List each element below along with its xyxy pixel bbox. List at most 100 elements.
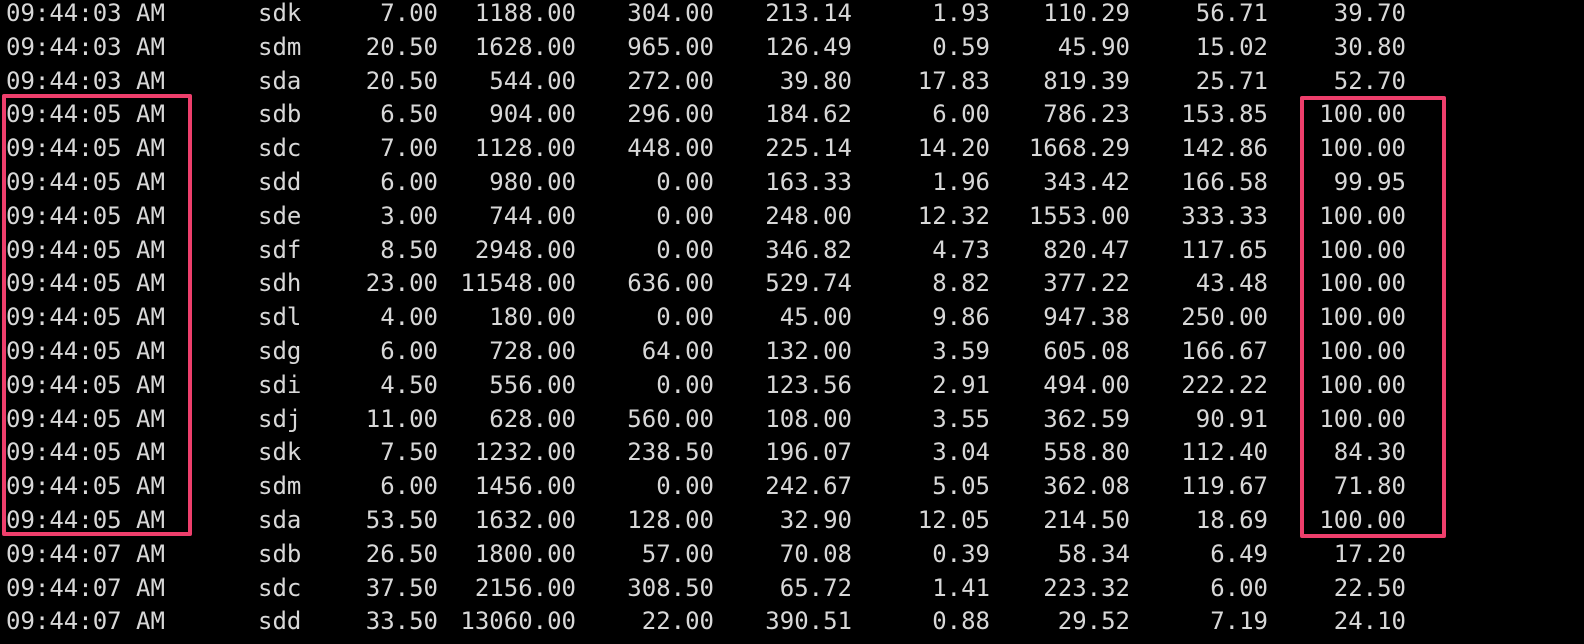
timestamp-cell: 09:44:05 AM (6, 303, 165, 332)
value-cell: 29.52 (1057, 607, 1130, 636)
device-cell: sdm (258, 472, 302, 501)
device-cell: sde (258, 201, 302, 230)
device-cell: sdc (258, 573, 302, 602)
value-cell: 57.00 (641, 539, 714, 568)
value-cell: 56.71 (1195, 0, 1268, 27)
value-cell: 558.80 (1043, 438, 1130, 467)
value-cell: 6.00 (380, 472, 438, 501)
value-cell: 6.00 (380, 337, 438, 365)
timestamp-cell: 09:44:05 AM (6, 370, 165, 399)
device-cell: sdf (258, 235, 302, 264)
highlight-box-util-column (1300, 96, 1446, 538)
device-cell: sdk (258, 438, 302, 467)
value-cell: 100.00 (1319, 100, 1406, 129)
timestamp-cell: 09:44:05 AM (6, 438, 165, 467)
value-cell: 153.85 (1181, 100, 1268, 129)
table-row: 09:44:05 AM sdi 4.50 556.00 0.00 123.56 2.91 49… (0, 368, 1584, 402)
value-cell: 1632.00 (474, 506, 576, 534)
value-cell: 448.00 (627, 134, 714, 163)
value-cell: 3.00 (380, 201, 438, 230)
value-cell: 166.67 (1181, 337, 1268, 365)
table-row: 09:44:05 AM sdc 7.00 1128.00 448.00 225.14 14.… (0, 131, 1584, 165)
value-cell: 100.00 (1319, 235, 1406, 264)
table-row: 09:44:05 AM sdk 7.50 1232.00 238.50 196.07 3.0… (0, 435, 1584, 469)
value-cell: 32.90 (779, 506, 852, 534)
value-cell: 100.00 (1319, 303, 1406, 332)
value-cell: 24.10 (1333, 607, 1406, 636)
value-cell: 128.00 (627, 506, 714, 534)
device-cell: sdd (258, 607, 302, 636)
value-cell: 123.56 (765, 370, 852, 399)
value-cell: 20.50 (365, 66, 438, 95)
table-row: 09:44:05 AM sdm 6.00 1456.00 0.00 242.67 5.05 3… (0, 469, 1584, 503)
value-cell: 58.34 (1057, 539, 1130, 568)
value-cell: 100.00 (1319, 201, 1406, 230)
value-cell: 12.05 (917, 506, 990, 534)
timestamp-cell: 09:44:05 AM (6, 472, 165, 501)
value-cell: 71.80 (1333, 472, 1406, 501)
value-cell: 33.50 (365, 607, 438, 636)
table-row: 09:44:05 AM sda 53.50 1632.00 128.00 32.90 12.… (0, 503, 1584, 537)
device-cell: sda (258, 506, 302, 534)
value-cell: 308.50 (627, 573, 714, 602)
value-cell: 222.22 (1181, 370, 1268, 399)
value-cell: 242.67 (765, 472, 852, 501)
value-cell: 965.00 (627, 32, 714, 61)
value-cell: 64.00 (641, 337, 714, 365)
table-row: 09:44:05 AM sdd 6.00 980.00 0.00 163.33 1.96 34… (0, 165, 1584, 199)
value-cell: 8.50 (380, 235, 438, 264)
value-cell: 11.00 (365, 404, 438, 433)
value-cell: 213.14 (765, 0, 852, 27)
timestamp-cell: 09:44:05 AM (6, 134, 165, 163)
value-cell: 0.88 (932, 607, 990, 636)
value-cell: 7.00 (380, 134, 438, 163)
value-cell: 786.23 (1043, 100, 1130, 129)
value-cell: 119.67 (1181, 472, 1268, 501)
value-cell: 333.33 (1181, 201, 1268, 230)
value-cell: 346.82 (765, 235, 852, 264)
table-row: 09:44:05 AM sdb 6.50 904.00 296.00 184.62 6.00… (0, 97, 1584, 131)
table-row: 09:44:05 AM sdg 6.00 728.00 64.00 132.00 3.59 6… (0, 334, 1584, 368)
timestamp-cell: 09:44:07 AM (6, 539, 165, 568)
timestamp-cell: 09:44:05 AM (6, 100, 165, 129)
value-cell: 947.38 (1043, 303, 1130, 332)
value-cell: 4.50 (380, 370, 438, 399)
timestamp-cell: 09:44:05 AM (6, 269, 165, 298)
table-row: 09:44:05 AM sdh 23.00 11548.00 636.00 529.74 8… (0, 266, 1584, 300)
timestamp-cell: 09:44:05 AM (6, 201, 165, 230)
value-cell: 39.70 (1333, 0, 1406, 27)
device-cell: sdi (258, 370, 302, 399)
value-cell: 819.39 (1043, 66, 1130, 95)
device-cell: sdg (258, 337, 302, 365)
timestamp-cell: 09:44:07 AM (6, 607, 165, 636)
value-cell: 223.32 (1043, 573, 1130, 602)
value-cell: 3.55 (932, 404, 990, 433)
value-cell: 22.50 (1333, 573, 1406, 602)
value-cell: 0.00 (656, 303, 714, 332)
value-cell: 980.00 (489, 168, 576, 196)
device-cell: sdb (258, 100, 302, 129)
timestamp-cell: 09:44:03 AM (6, 0, 165, 27)
value-cell: 636.00 (627, 269, 714, 298)
device-cell: sdd (258, 168, 302, 196)
value-cell: 12.32 (917, 201, 990, 230)
value-cell: 362.08 (1043, 472, 1130, 501)
value-cell: 20.50 (365, 32, 438, 61)
value-cell: 1188.00 (474, 0, 576, 27)
table-row: 09:44:07 AM sdc 37.50 2156.00 308.50 65.72 1.4… (0, 571, 1584, 605)
value-cell: 100.00 (1319, 370, 1406, 399)
value-cell: 296.00 (627, 100, 714, 129)
value-cell: 250.00 (1181, 303, 1268, 332)
value-cell: 100.00 (1319, 404, 1406, 433)
value-cell: 53.50 (365, 506, 438, 534)
value-cell: 1.96 (932, 168, 990, 196)
value-cell: 6.49 (1210, 539, 1268, 568)
device-cell: sdk (258, 0, 302, 27)
value-cell: 196.07 (765, 438, 852, 467)
value-cell: 248.00 (765, 201, 852, 230)
value-cell: 180.00 (489, 303, 576, 332)
value-cell: 0.59 (932, 32, 990, 61)
timestamp-cell: 09:44:07 AM (6, 573, 165, 602)
value-cell: 343.42 (1043, 168, 1130, 196)
value-cell: 1628.00 (474, 32, 576, 61)
